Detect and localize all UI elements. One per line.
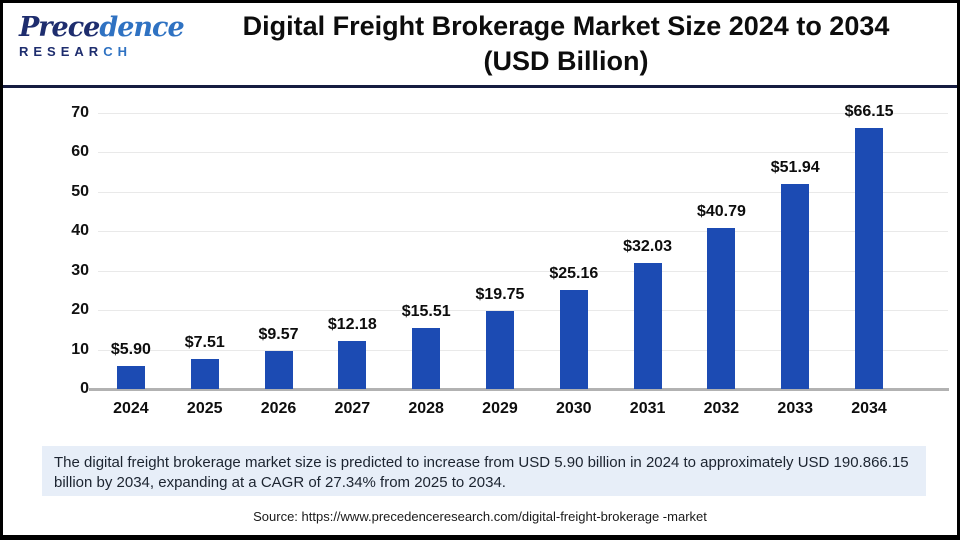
bar-2025 xyxy=(190,359,219,389)
bar-column: $19.75 2029 xyxy=(463,113,537,417)
summary-note: The digital freight brokerage market siz… xyxy=(42,446,926,496)
gridline xyxy=(98,270,948,272)
logo-wordmark-part1: Prece xyxy=(19,12,100,43)
bar-2034 xyxy=(855,128,884,389)
source-line: Source: https://www.precedenceresearch.c… xyxy=(253,509,707,524)
bar-column: $7.51 2025 xyxy=(168,113,242,417)
header-divider xyxy=(3,85,957,88)
y-tick-label: 70 xyxy=(71,104,89,121)
y-tick-label: 60 xyxy=(71,143,89,161)
value-label-2034: $66.15 xyxy=(844,103,894,121)
value-label-2026: $9.57 xyxy=(258,326,299,344)
gridline xyxy=(98,231,948,233)
y-tick-label: 10 xyxy=(71,340,89,358)
bar-column: $51.94 2033 xyxy=(758,113,832,417)
chart-title-line1: Digital Freight Brokerage Market Size 20… xyxy=(242,11,890,41)
bar-column: $9.57 2026 xyxy=(242,113,316,417)
x-tick-label-2033: 2033 xyxy=(777,400,814,417)
gridline xyxy=(98,349,948,351)
bar-2026 xyxy=(264,351,293,389)
bar-2024 xyxy=(116,365,145,389)
gridline xyxy=(98,191,948,193)
bar-column: $32.03 2031 xyxy=(611,113,685,417)
x-tick-label-2034: 2034 xyxy=(851,400,887,417)
value-label-2033: $51.94 xyxy=(770,159,820,177)
gridline xyxy=(98,113,948,114)
precedence-research-logo: Precedence RESEARCH xyxy=(19,12,185,60)
x-tick-label-2031: 2031 xyxy=(629,400,666,417)
bar-2031 xyxy=(633,262,662,389)
value-label-2032: $40.79 xyxy=(696,203,746,221)
value-label-2030: $25.16 xyxy=(549,264,599,282)
chart-title-line2: (USD Billion) xyxy=(483,46,649,76)
bar-2027 xyxy=(338,340,367,389)
value-label-2029: $19.75 xyxy=(475,286,525,304)
x-tick-label-2025: 2025 xyxy=(186,400,223,417)
x-tick-label-2032: 2032 xyxy=(703,400,740,417)
value-label-2025: $7.51 xyxy=(184,334,225,352)
x-tick-label-2030: 2030 xyxy=(555,400,592,417)
logo-subtitle-part2: CH xyxy=(103,44,132,59)
y-tick-label: 0 xyxy=(80,380,89,397)
logo-wordmark: Precedence xyxy=(19,12,185,43)
x-tick-label-2027: 2027 xyxy=(334,400,371,417)
y-tick-label: 30 xyxy=(71,261,89,279)
bar-column: $5.90 2024 xyxy=(94,113,168,417)
bar-column: $15.51 2028 xyxy=(389,113,463,417)
value-label-2031: $32.03 xyxy=(623,237,673,255)
gridlines xyxy=(98,113,948,390)
gridline xyxy=(98,310,948,312)
gridline xyxy=(98,152,948,154)
logo-subtitle-part1: RESEAR xyxy=(19,44,104,59)
value-label-2024: $5.90 xyxy=(110,340,151,358)
chart-title: Digital Freight Brokerage Market Size 20… xyxy=(183,9,949,79)
x-axis-line xyxy=(89,388,949,391)
x-tick-label-2024: 2024 xyxy=(113,400,149,417)
bar-column: $66.15 2034 xyxy=(832,103,906,417)
bar-2029 xyxy=(485,311,514,389)
bar-column: $40.79 2032 xyxy=(685,113,759,417)
y-tick-label: 50 xyxy=(71,182,89,200)
y-tick-label: 20 xyxy=(71,301,89,319)
bar-column: $25.16 2030 xyxy=(537,113,611,417)
bar-2032 xyxy=(707,228,736,389)
bar-2030 xyxy=(559,289,588,389)
bar-column: $12.18 2027 xyxy=(315,113,389,417)
logo-subtitle: RESEARCH xyxy=(19,44,179,59)
summary-note-text: The digital freight brokerage market siz… xyxy=(54,454,909,491)
x-tick-label-2028: 2028 xyxy=(408,400,444,417)
logo-wordmark-part2: dence xyxy=(99,12,184,43)
y-tick-label: 40 xyxy=(71,222,89,240)
value-label-2028: $15.51 xyxy=(401,302,451,320)
bar-2033 xyxy=(781,184,810,389)
bar-series: $5.90 2024 $7.51 2025 $9.57 2026 $12.18 2027 $15… xyxy=(94,103,906,417)
x-tick-label-2026: 2026 xyxy=(260,400,297,417)
x-tick-label-2029: 2029 xyxy=(482,400,518,417)
value-label-2027: $12.18 xyxy=(327,315,377,333)
bar-2028 xyxy=(412,327,441,389)
